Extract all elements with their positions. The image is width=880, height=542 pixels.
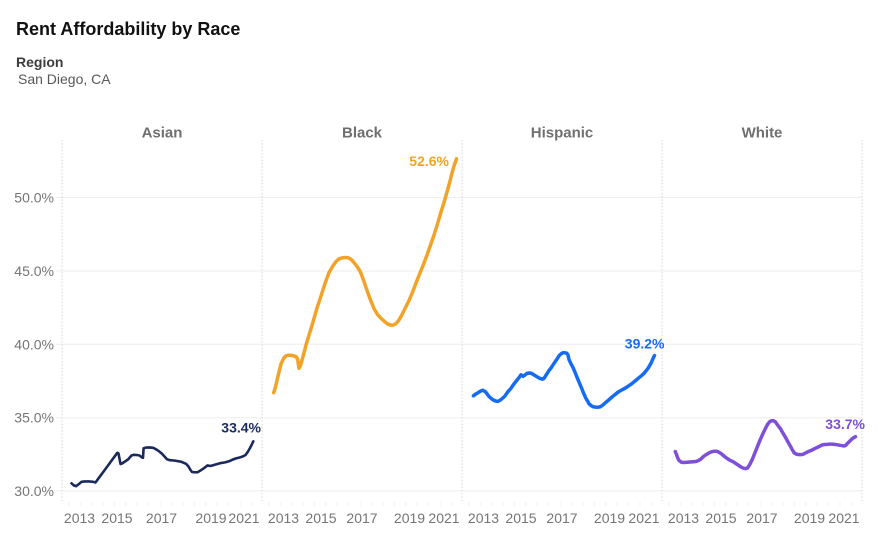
svg-text:2019: 2019 bbox=[394, 510, 425, 526]
svg-text:2019: 2019 bbox=[594, 510, 625, 526]
svg-text:52.6%: 52.6% bbox=[409, 153, 449, 169]
svg-text:Black: Black bbox=[342, 125, 383, 142]
svg-text:2015: 2015 bbox=[505, 510, 536, 526]
svg-text:White: White bbox=[742, 125, 783, 142]
svg-text:2021: 2021 bbox=[228, 510, 259, 526]
svg-text:2017: 2017 bbox=[346, 510, 377, 526]
svg-text:2021: 2021 bbox=[628, 510, 659, 526]
svg-text:2017: 2017 bbox=[546, 510, 577, 526]
svg-text:2017: 2017 bbox=[146, 510, 177, 526]
svg-text:Asian: Asian bbox=[142, 125, 183, 142]
svg-text:35.0%: 35.0% bbox=[14, 410, 54, 426]
svg-text:2013: 2013 bbox=[468, 510, 499, 526]
svg-text:2013: 2013 bbox=[64, 510, 95, 526]
svg-text:33.7%: 33.7% bbox=[825, 416, 865, 432]
svg-text:50.0%: 50.0% bbox=[14, 190, 54, 206]
svg-text:33.4%: 33.4% bbox=[221, 420, 261, 436]
svg-text:Hispanic: Hispanic bbox=[531, 125, 594, 142]
svg-text:2019: 2019 bbox=[195, 510, 226, 526]
svg-text:2021: 2021 bbox=[428, 510, 459, 526]
svg-text:2015: 2015 bbox=[305, 510, 336, 526]
svg-text:2015: 2015 bbox=[101, 510, 132, 526]
svg-text:2017: 2017 bbox=[746, 510, 777, 526]
svg-text:2013: 2013 bbox=[668, 510, 699, 526]
svg-text:30.0%: 30.0% bbox=[14, 483, 54, 499]
svg-text:39.2%: 39.2% bbox=[625, 336, 665, 352]
svg-text:40.0%: 40.0% bbox=[14, 336, 54, 352]
svg-text:2019: 2019 bbox=[794, 510, 825, 526]
svg-text:2021: 2021 bbox=[828, 510, 859, 526]
svg-text:2013: 2013 bbox=[268, 510, 299, 526]
svg-text:45.0%: 45.0% bbox=[14, 263, 54, 279]
svg-text:2015: 2015 bbox=[705, 510, 736, 526]
